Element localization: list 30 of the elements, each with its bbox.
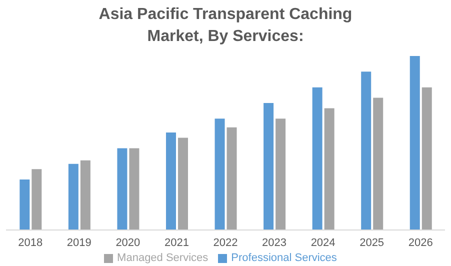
bar <box>312 87 322 230</box>
x-tick-label: 2023 <box>262 236 287 249</box>
bar <box>32 169 42 230</box>
bar <box>276 118 286 230</box>
x-tick-label: 2022 <box>213 236 238 249</box>
legend-label: Managed Services <box>117 252 208 264</box>
bar <box>214 118 225 230</box>
x-tick-label: 2018 <box>18 236 43 249</box>
bar <box>373 98 384 230</box>
bar <box>20 180 30 230</box>
legend-label: Professional Services <box>231 252 337 264</box>
bar <box>178 138 188 230</box>
x-tick-label: 2025 <box>360 236 384 249</box>
bar <box>410 56 420 230</box>
x-tick-label: 2024 <box>310 236 336 249</box>
bar <box>361 72 372 230</box>
x-tick-label: 2020 <box>116 236 140 249</box>
bar <box>117 148 128 230</box>
bar <box>324 108 334 230</box>
bar <box>129 148 140 230</box>
bar <box>80 160 90 230</box>
bar <box>264 102 274 230</box>
x-tick-label: 2026 <box>408 236 433 249</box>
x-tick-label: 2019 <box>66 236 92 249</box>
bar <box>166 132 176 230</box>
bar <box>226 127 237 230</box>
chart-title: Asia Pacific Transparent Caching Market, By Services: <box>98 5 354 47</box>
x-tick-label: 2021 <box>164 236 189 249</box>
bar <box>422 87 432 230</box>
bar <box>68 164 78 230</box>
